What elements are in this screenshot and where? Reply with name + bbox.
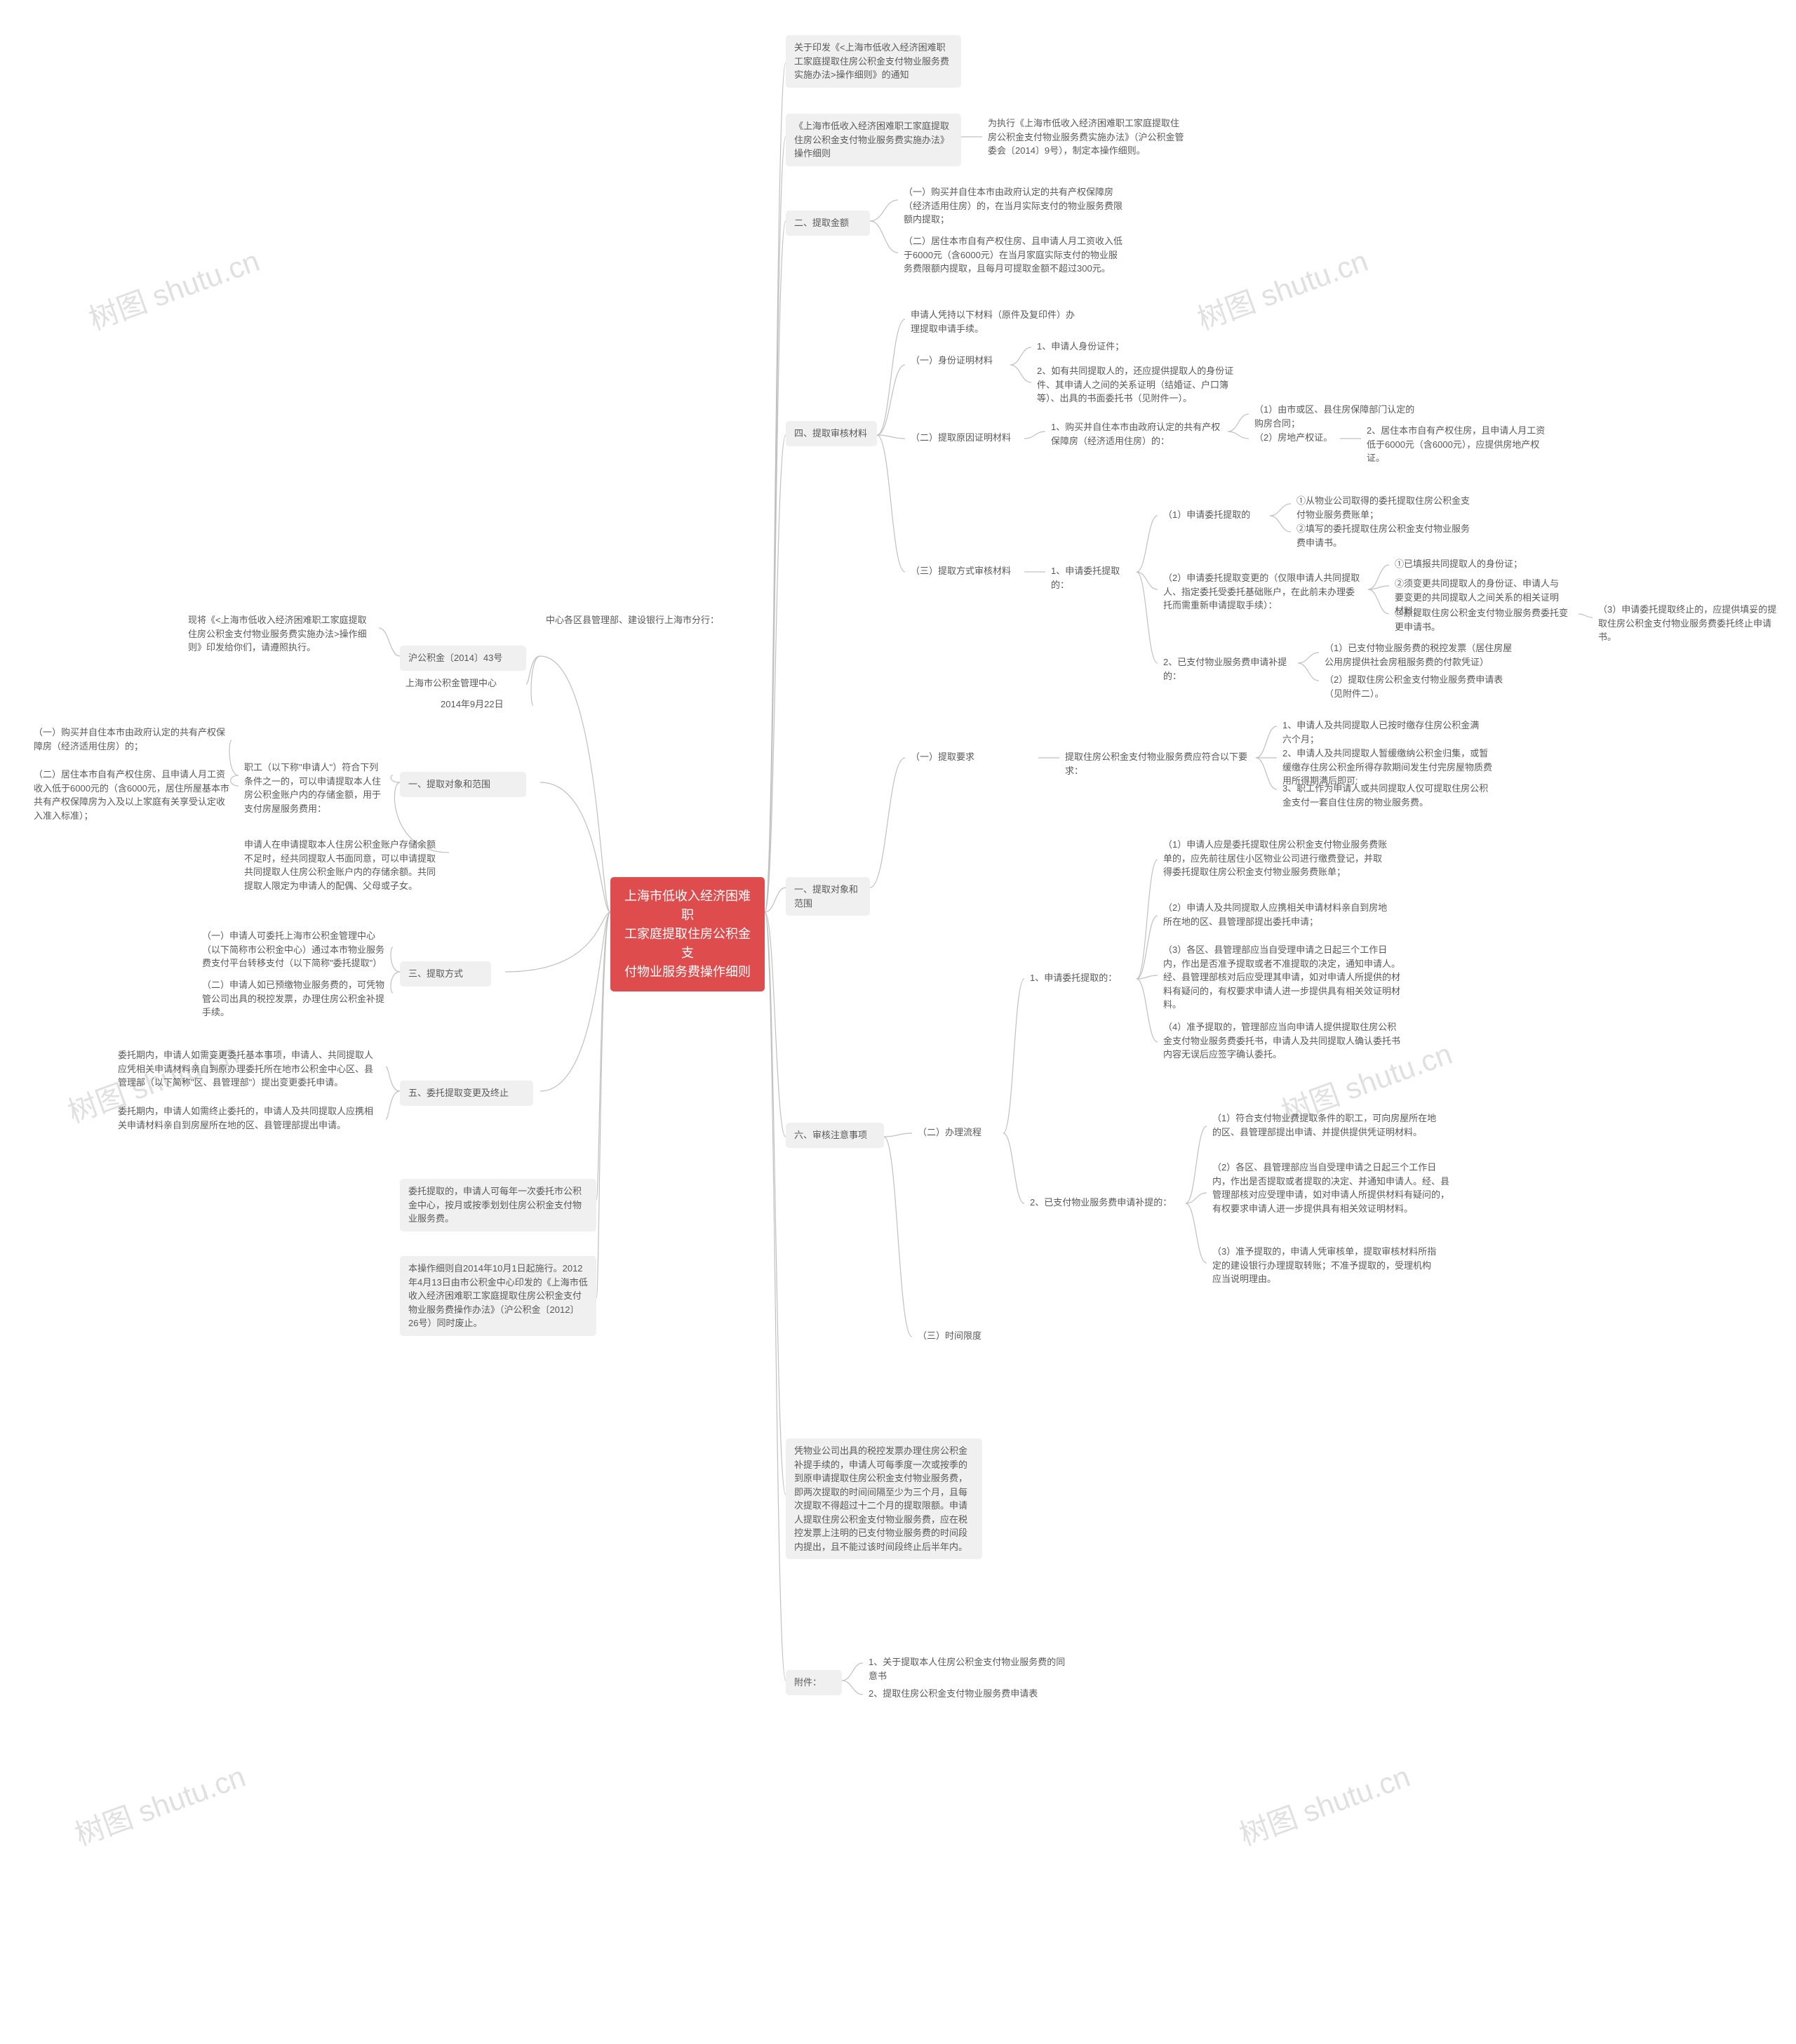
node-n02a: 为执行《上海市低收入经济困难职工家庭提取住房公积金支付物业服务费实施办法》（沪公… — [982, 114, 1193, 161]
watermark: 树图 shutu.cn — [1191, 237, 1373, 338]
node-L2a2: （二）居住本市自有产权住房、且申请人月工资收入低于6000元的（含6000元，居… — [28, 765, 239, 825]
node-n06a1a: （1）申请人应是委托提取住房公积金支付物业服务费账单的，应先前往居住小区物业公司… — [1158, 835, 1396, 882]
node-L2: 一、提取对象和范围 — [400, 772, 526, 797]
node-n03a: （一）购买并自住本市由政府认定的共有产权保障房（经济适用住房）的，在当月实际支付… — [898, 182, 1130, 229]
node-n05srcT: 提取住房公积金支付物业服务费应符合以下要求： — [1059, 747, 1256, 780]
node-n06: 六、审核注意事项 — [786, 1123, 884, 1148]
node-n07: 凭物业公司出具的税控发票办理住房公积金补提手续的，申请人可每季度一次或按季的到原… — [786, 1438, 982, 1559]
node-n06a1: 1、申请委托提取的： — [1024, 968, 1137, 988]
node-n06a1d: （4）准予提取的，管理部应当向申请人提供提取住房公积金支付物业服务费委托书，申请… — [1158, 1017, 1410, 1064]
node-n06a2b: （2）各区、县管理部应当自受理申请之日起三个工作日内，作出是否提取或者提取的决定… — [1207, 1158, 1459, 1218]
node-n04b1b: （2）房地产权证。 — [1249, 428, 1340, 448]
node-n04t: 申请人凭持以下材料（原件及复印件）办理提取申请手续。 — [905, 305, 1087, 338]
root-node: 上海市低收入经济困难职工家庭提取住房公积金支付物业服务费操作细则 — [610, 877, 765, 991]
node-n04a2: 2、如有共同提取人的，还应提供提取人的身份证件、其申请人之间的关系证明（结婚证、… — [1031, 361, 1242, 408]
watermark: 树图 shutu.cn — [82, 237, 264, 338]
node-L3: 三、提取方式 — [400, 961, 491, 987]
node-L5: 委托提取的，申请人可每年一次委托市公积金中心，按月或按季划划住房公积金支付物业服… — [400, 1179, 596, 1231]
node-n04c2a: （1）已支付物业服务费的税控发票（居住房屋公用房提供社会房租服务费的付款凭证） — [1319, 639, 1522, 672]
node-n04c1b: （2）申请委托提取变更的（仅限申请人共同提取人、指定委托受委托基础账户，在此前未… — [1158, 568, 1368, 615]
node-n04a: （一）身份证明材料 — [905, 351, 1010, 370]
node-L6: 本操作细则自2014年10月1日起施行。2012年4月13日由市公积金中心印发的… — [400, 1256, 596, 1336]
node-L1b: 中心各区县管理部、建设银行上海市分行： — [540, 610, 737, 630]
node-n03: 二、提取金额 — [786, 211, 870, 236]
node-n01: 关于印发《<上海市低收入经济困难职工家庭提取住房公积金支付物业服务费实施办法>操… — [786, 35, 961, 88]
node-n03b: （二）居住本市自有产权住房、且申请人月工资收入低于6000元（含6000元）在当… — [898, 232, 1130, 279]
node-n04c1a2: ②填写的委托提取住房公积金支付物业服务费申请书。 — [1291, 519, 1480, 552]
node-n04c2: 2、已支付物业服务费申请补提的： — [1158, 653, 1298, 686]
node-n06a2a: （1）符合支付物业费提取条件的职工，可向房屋所在地的区、县管理部提出申请、并提供… — [1207, 1109, 1445, 1142]
node-L3a: （一）申请人可委托上海市公积金管理中心（以下简称市公积金中心）通过本市物业服务费… — [196, 926, 393, 973]
node-L3b: （二）申请人如已预缴物业服务费的，可凭物管公司出具的税控发票，办理住房公积金补提… — [196, 975, 393, 1022]
node-n04b: （二）提取原因证明材料 — [905, 428, 1024, 448]
mindmap-canvas: 上海市低收入经济困难职工家庭提取住房公积金支付物业服务费操作细则 关于印发《<上… — [0, 0, 1796, 2044]
node-L1d: 2014年9月22日 — [435, 695, 533, 714]
node-n06a1b: （2）申请人及共同提取人应携相关申请材料亲自到房地所在地的区、县管理部提出委托申… — [1158, 898, 1396, 931]
node-L4: 五、委托提取变更及终止 — [400, 1081, 533, 1106]
connectors-svg — [0, 0, 1796, 2044]
watermark: 树图 shutu.cn — [1233, 1753, 1415, 1854]
node-n05a3: 3、职工作为申请人或共同提取人仅可提取住房公积金支付一套自住住房的物业服务费。 — [1277, 779, 1501, 812]
node-L4a: 委托期内，申请人如需变更委托基本事项，申请人、共同提取人应凭相关申请材料亲自到原… — [112, 1046, 386, 1093]
node-n08: 附件： — [786, 1670, 842, 1695]
node-L4b: 委托期内，申请人如需终止委托的，申请人及共同提取人应携相关申请材料亲自到房屋所在… — [112, 1102, 386, 1135]
node-n08b: 2、提取住房公积金支付物业服务费申请表 — [863, 1684, 1073, 1704]
node-n04b1: 1、购买并自住本市由政府认定的共有产权保障房（经济适用住房）的： — [1045, 418, 1228, 450]
node-n04c1: 1、申请委托提取的： — [1045, 561, 1137, 594]
node-n06a: （二）办理流程 — [912, 1123, 1003, 1142]
node-n06a2c: （3）准予提取的，申请人凭审核单，提取审核材料所指定的建设银行办理提取转账；不准… — [1207, 1242, 1445, 1289]
node-n08a: 1、关于提取本人住房公积金支付物业服务费的同意书 — [863, 1652, 1073, 1685]
node-n04b1b1: 2、居住本市自有产权住房，且申请人月工资低于6000元（含6000元），应提供房… — [1361, 421, 1557, 468]
node-n06a2: 2、已支付物业服务费申请补提的： — [1024, 1193, 1186, 1213]
watermark: 树图 shutu.cn — [68, 1753, 250, 1854]
node-n05: 一、提取对象和范围 — [786, 877, 870, 916]
node-L1c: 上海市公积金管理中心 — [400, 674, 526, 693]
node-n04: 四、提取审核材料 — [786, 421, 877, 446]
node-n04c1b3a: （3）申请委托提取终止的，应提供填妥的提取住房公积金支付物业服务费委托终止申请书… — [1593, 600, 1789, 647]
node-n05src: （一）提取要求 — [905, 747, 1038, 767]
node-L2a: 职工（以下称"申请人"）符合下列条件之一的，可以申请提取本人住房公积金账户内的存… — [239, 758, 393, 818]
node-n04c2b: （2）提取住房公积金支付物业服务费申请表（见附件二）。 — [1319, 670, 1522, 703]
node-n04c: （三）提取方式审核材料 — [905, 561, 1024, 581]
node-n04c1b1: ①已填报共同提取人的身份证； — [1389, 554, 1529, 574]
node-n04c1b3: ③原提取住房公积金支付物业服务费委托变更申请书。 — [1389, 603, 1579, 636]
node-n04a1: 1、申请人身份证件； — [1031, 337, 1151, 356]
node-n04c1a: （1）申请委托提取的 — [1158, 505, 1270, 525]
node-L2b: 申请人在申请提取本人住房公积金账户存储余额不足时，经共同提取人书面同意，可以申请… — [239, 835, 449, 895]
node-n06a1c: （3）各区、县管理部应当自受理申请之日起三个工作日内，作出是否准予提取或者不准提… — [1158, 940, 1410, 1015]
node-n06b: （三）时间限度 — [912, 1326, 1003, 1346]
node-n02: 《上海市低收入经济困难职工家庭提取住房公积金支付物业服务费实施办法》操作细则 — [786, 114, 961, 166]
node-L2a1: （一）购买并自住本市由政府认定的共有产权保障房（经济适用住房）的； — [28, 723, 232, 756]
node-L1a: 现将《<上海市低收入经济困难职工家庭提取住房公积金支付物业服务费实施办法>操作细… — [182, 610, 379, 657]
node-L1: 沪公积金〔2014〕43号 — [400, 646, 526, 671]
